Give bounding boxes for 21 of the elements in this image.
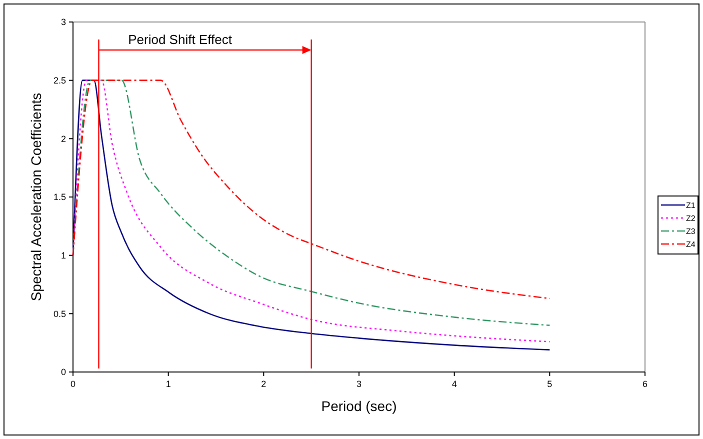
legend-label: Z4 xyxy=(686,240,696,249)
y-tick-label: 0.5 xyxy=(53,308,66,319)
x-tick-label: 0 xyxy=(70,379,76,389)
x-tick-label: 6 xyxy=(642,379,648,389)
x-tick-label: 3 xyxy=(356,379,362,389)
x-tick-label: 2 xyxy=(261,379,266,389)
y-tick-label: 2.5 xyxy=(53,75,66,86)
y-tick-label: 1 xyxy=(60,250,66,260)
y-tick-label: 3 xyxy=(60,17,66,28)
x-tick-label: 5 xyxy=(547,379,552,389)
y-tick-label: 1.5 xyxy=(53,192,66,202)
legend-label: Z1 xyxy=(686,200,696,210)
x-tick-label: 1 xyxy=(166,379,171,389)
legend-label: Z3 xyxy=(686,226,696,236)
y-tick-label: 0 xyxy=(60,367,66,378)
x-tick-label: 4 xyxy=(452,379,457,389)
legend-label: Z2 xyxy=(686,214,696,223)
x-axis-title: Period (sec) xyxy=(321,398,397,414)
y-tick-label: 2 xyxy=(60,134,66,144)
annotation: Period Shift Effect xyxy=(128,32,232,47)
y-axis-title: Spectral Acceleration Coefficients xyxy=(28,92,44,302)
